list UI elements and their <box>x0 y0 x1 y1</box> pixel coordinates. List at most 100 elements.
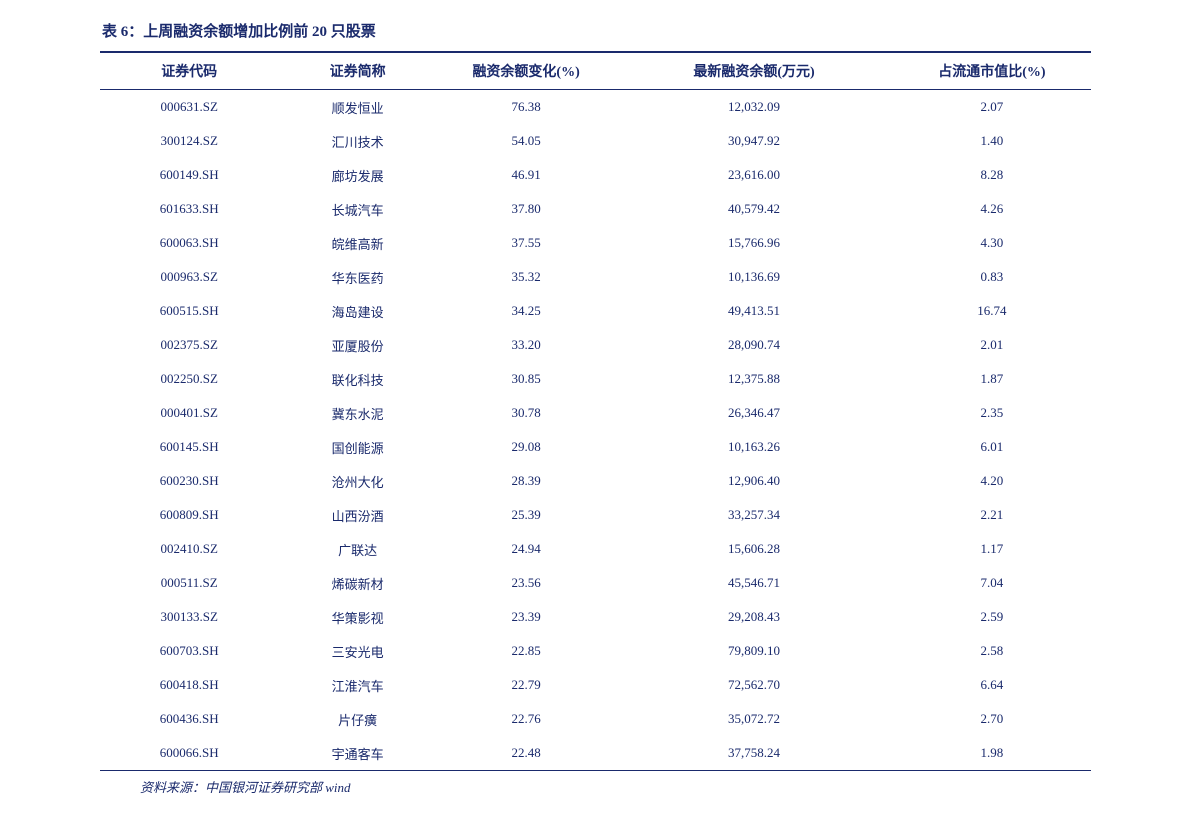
table-row: 000401.SZ冀东水泥30.7826,346.472.35 <box>100 396 1091 430</box>
table-cell: 000511.SZ <box>100 566 278 600</box>
table-cell: 12,032.09 <box>615 90 892 125</box>
table-cell: 12,906.40 <box>615 464 892 498</box>
table-row: 600230.SH沧州大化28.3912,906.404.20 <box>100 464 1091 498</box>
table-cell: 1.98 <box>893 736 1091 771</box>
table-cell: 72,562.70 <box>615 668 892 702</box>
table-cell: 300133.SZ <box>100 600 278 634</box>
table-cell: 宇通客车 <box>278 736 437 771</box>
table-cell: 49,413.51 <box>615 294 892 328</box>
table-row: 600063.SH皖维高新37.5515,766.964.30 <box>100 226 1091 260</box>
table-row: 000511.SZ烯碳新材23.5645,546.717.04 <box>100 566 1091 600</box>
table-cell: 冀东水泥 <box>278 396 437 430</box>
table-cell: 000401.SZ <box>100 396 278 430</box>
table-row: 600418.SH江淮汽车22.7972,562.706.64 <box>100 668 1091 702</box>
table-cell: 30,947.92 <box>615 124 892 158</box>
table-cell: 12,375.88 <box>615 362 892 396</box>
table-cell: 1.17 <box>893 532 1091 566</box>
table-cell: 16.74 <box>893 294 1091 328</box>
table-cell: 24.94 <box>437 532 615 566</box>
table-row: 000963.SZ华东医药35.3210,136.690.83 <box>100 260 1091 294</box>
table-cell: 37.80 <box>437 192 615 226</box>
table-row: 600145.SH国创能源29.0810,163.266.01 <box>100 430 1091 464</box>
table-cell: 15,766.96 <box>615 226 892 260</box>
table-cell: 长城汽车 <box>278 192 437 226</box>
table-cell: 10,136.69 <box>615 260 892 294</box>
table-row: 600515.SH海岛建设34.2549,413.5116.74 <box>100 294 1091 328</box>
table-cell: 2.07 <box>893 90 1091 125</box>
col-header-name: 证券简称 <box>278 52 437 90</box>
table-row: 000631.SZ顺发恒业76.3812,032.092.07 <box>100 90 1091 125</box>
table-cell: 600515.SH <box>100 294 278 328</box>
table-cell: 600230.SH <box>100 464 278 498</box>
table-cell: 廊坊发展 <box>278 158 437 192</box>
table-cell: 600066.SH <box>100 736 278 771</box>
table-cell: 1.40 <box>893 124 1091 158</box>
table-cell: 79,809.10 <box>615 634 892 668</box>
table-cell: 顺发恒业 <box>278 90 437 125</box>
table-cell: 江淮汽车 <box>278 668 437 702</box>
table-row: 600149.SH廊坊发展46.9123,616.008.28 <box>100 158 1091 192</box>
table-cell: 汇川技术 <box>278 124 437 158</box>
table-cell: 华策影视 <box>278 600 437 634</box>
table-row: 600703.SH三安光电22.8579,809.102.58 <box>100 634 1091 668</box>
table-cell: 45,546.71 <box>615 566 892 600</box>
source-note: 资料来源：中国银河证券研究部 wind <box>100 777 1091 796</box>
table-cell: 华东医药 <box>278 260 437 294</box>
table-cell: 33.20 <box>437 328 615 362</box>
table-cell: 300124.SZ <box>100 124 278 158</box>
table-cell: 2.70 <box>893 702 1091 736</box>
table-cell: 30.85 <box>437 362 615 396</box>
table-cell: 22.76 <box>437 702 615 736</box>
table-cell: 22.79 <box>437 668 615 702</box>
table-cell: 广联达 <box>278 532 437 566</box>
table-cell: 2.35 <box>893 396 1091 430</box>
table-cell: 35,072.72 <box>615 702 892 736</box>
table-cell: 29,208.43 <box>615 600 892 634</box>
table-cell: 山西汾酒 <box>278 498 437 532</box>
table-cell: 0.83 <box>893 260 1091 294</box>
table-cell: 600145.SH <box>100 430 278 464</box>
table-cell: 10,163.26 <box>615 430 892 464</box>
financing-table: 证券代码 证券简称 融资余额变化(%) 最新融资余额(万元) 占流通市值比(%)… <box>100 51 1091 771</box>
col-header-balance: 最新融资余额(万元) <box>615 52 892 90</box>
table-cell: 2.01 <box>893 328 1091 362</box>
col-header-code: 证券代码 <box>100 52 278 90</box>
table-cell: 600149.SH <box>100 158 278 192</box>
table-cell: 25.39 <box>437 498 615 532</box>
col-header-ratio: 占流通市值比(%) <box>893 52 1091 90</box>
table-cell: 烯碳新材 <box>278 566 437 600</box>
table-cell: 23.56 <box>437 566 615 600</box>
table-cell: 54.05 <box>437 124 615 158</box>
table-cell: 6.64 <box>893 668 1091 702</box>
page-container: 表 6：上周融资余额增加比例前 20 只股票 证券代码 证券简称 融资余额变化(… <box>0 0 1191 816</box>
table-cell: 002250.SZ <box>100 362 278 396</box>
table-header-row: 证券代码 证券简称 融资余额变化(%) 最新融资余额(万元) 占流通市值比(%) <box>100 52 1091 90</box>
table-cell: 34.25 <box>437 294 615 328</box>
table-cell: 22.48 <box>437 736 615 771</box>
table-cell: 30.78 <box>437 396 615 430</box>
table-cell: 000631.SZ <box>100 90 278 125</box>
table-row: 300133.SZ华策影视23.3929,208.432.59 <box>100 600 1091 634</box>
table-cell: 29.08 <box>437 430 615 464</box>
table-row: 600809.SH山西汾酒25.3933,257.342.21 <box>100 498 1091 532</box>
table-cell: 35.32 <box>437 260 615 294</box>
table-cell: 海岛建设 <box>278 294 437 328</box>
table-body: 000631.SZ顺发恒业76.3812,032.092.07300124.SZ… <box>100 90 1091 771</box>
table-cell: 000963.SZ <box>100 260 278 294</box>
table-row: 002410.SZ广联达24.9415,606.281.17 <box>100 532 1091 566</box>
table-cell: 沧州大化 <box>278 464 437 498</box>
table-cell: 7.04 <box>893 566 1091 600</box>
table-cell: 22.85 <box>437 634 615 668</box>
table-cell: 37,758.24 <box>615 736 892 771</box>
table-cell: 33,257.34 <box>615 498 892 532</box>
table-cell: 600809.SH <box>100 498 278 532</box>
table-cell: 23.39 <box>437 600 615 634</box>
table-cell: 4.26 <box>893 192 1091 226</box>
table-cell: 4.30 <box>893 226 1091 260</box>
table-cell: 国创能源 <box>278 430 437 464</box>
table-cell: 2.58 <box>893 634 1091 668</box>
table-cell: 4.20 <box>893 464 1091 498</box>
table-cell: 2.59 <box>893 600 1091 634</box>
table-cell: 40,579.42 <box>615 192 892 226</box>
table-cell: 76.38 <box>437 90 615 125</box>
